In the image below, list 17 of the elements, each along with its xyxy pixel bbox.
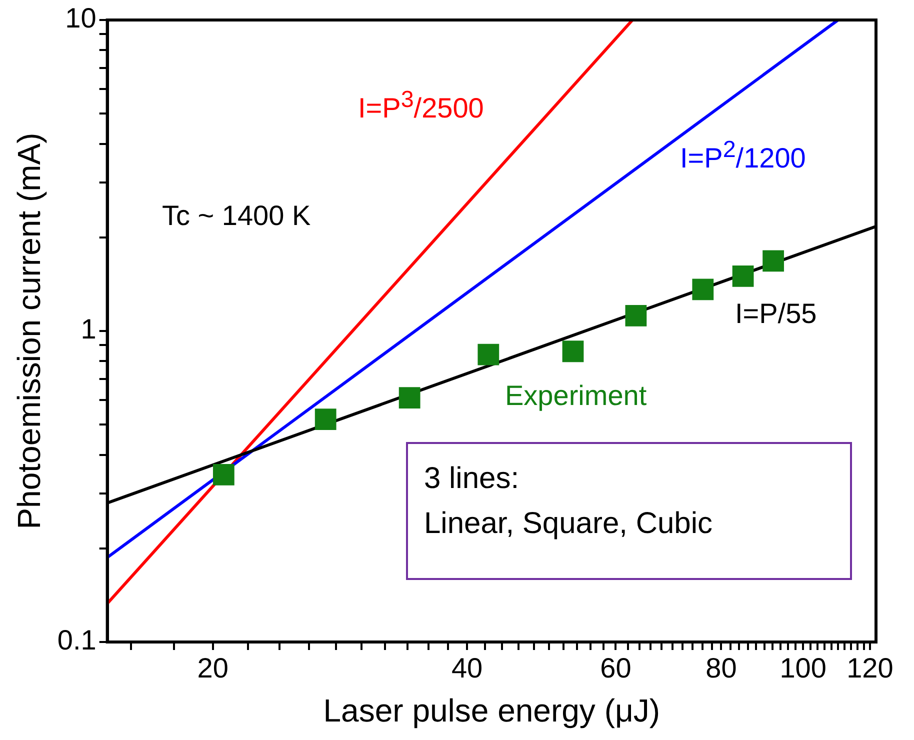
- series-label: I=P$^{3}$/2500: [358, 86, 484, 124]
- x-axis-title: Laser pulse energy (μJ): [323, 692, 660, 729]
- annotation: 3 lines: Linear, Square, Cubic: [406, 442, 852, 580]
- x-tick-label: 100: [780, 652, 826, 684]
- y-tick-label: 10: [65, 2, 96, 34]
- series-label: Experiment: [505, 380, 647, 411]
- x-tick-label: 80: [706, 652, 737, 684]
- series-label: I=P$^{2}$/1200: [680, 136, 806, 174]
- y-axis-title: Photoemission current (mA): [11, 132, 48, 530]
- x-tick-label: 120: [846, 652, 894, 684]
- x-tick-label: 60: [600, 652, 632, 684]
- annotation: Tc ~ 1400 K: [162, 200, 311, 232]
- x-tick-label: 40: [451, 652, 483, 684]
- series-label: I=P/55: [735, 298, 817, 329]
- x-tick-label: 20: [197, 652, 228, 684]
- y-tick-label: 1: [80, 314, 96, 345]
- y-tick-label: 0.1: [57, 624, 96, 656]
